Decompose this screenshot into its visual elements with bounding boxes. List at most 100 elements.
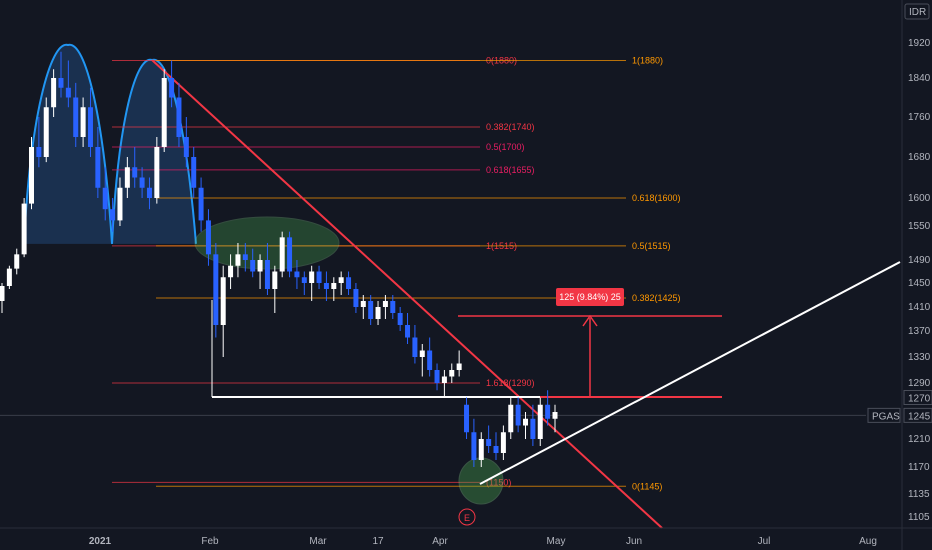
candle-body <box>294 271 300 278</box>
candle-body <box>530 418 536 439</box>
candle-body <box>471 432 477 460</box>
left-dome-outline <box>23 43 113 244</box>
candle-body <box>382 301 388 307</box>
fib-label-right: 1(1880) <box>632 56 663 66</box>
candle-body <box>405 325 411 338</box>
candle-body <box>427 350 433 370</box>
candle-body <box>545 404 551 419</box>
y-tick-label: 1490 <box>908 255 931 266</box>
fib-label-right: 0.382(1425) <box>632 293 681 303</box>
right-dome <box>112 59 196 244</box>
candle-body <box>441 376 447 383</box>
candle-body <box>228 265 234 278</box>
x-tick-label: 2021 <box>89 536 112 547</box>
fib-label-left: 1.618(1290) <box>486 378 535 388</box>
candle-body <box>323 283 329 289</box>
candle-body <box>515 404 521 426</box>
candle-body <box>301 277 307 283</box>
candle-body <box>146 187 152 198</box>
candle-body <box>368 301 374 319</box>
ticker-label: PGAS <box>872 411 900 422</box>
fib-label-left: 0.618(1655) <box>486 165 535 175</box>
y-tick-label: 1370 <box>908 326 931 337</box>
candle-body <box>51 78 57 108</box>
x-tick-label: May <box>547 536 566 547</box>
price-label-box <box>903 390 932 405</box>
candle-body <box>36 147 42 157</box>
currency-label: IDR <box>909 7 926 18</box>
earnings-marker <box>458 508 476 526</box>
candle-body <box>537 404 543 439</box>
candle-body <box>242 254 248 260</box>
candle-body <box>21 203 27 255</box>
candle-body <box>132 167 138 178</box>
x-tick-label: Aug <box>859 536 877 547</box>
candle-body <box>0 286 5 301</box>
candle-body <box>235 254 241 266</box>
fib-label-left: 0.382(1740) <box>486 122 535 132</box>
candle-body <box>449 370 455 377</box>
y-tick-label: 1680 <box>908 152 931 163</box>
candle-body <box>500 432 506 453</box>
x-tick-label: Jul <box>758 536 771 547</box>
currency-badge <box>904 3 930 20</box>
candle-body <box>205 220 211 255</box>
candle-body <box>478 439 484 460</box>
y-tick-label: 1840 <box>908 73 931 84</box>
candle-body <box>316 271 322 283</box>
y-tick-label: 1600 <box>908 193 931 204</box>
candle-body <box>456 363 462 370</box>
candle-body <box>508 404 514 433</box>
candle-body <box>375 307 381 319</box>
candle-body <box>287 237 293 272</box>
y-tick-label: 1450 <box>908 278 931 289</box>
y-tick-label: 1170 <box>908 462 930 473</box>
candle-body <box>43 107 49 157</box>
y-tick-label: 1330 <box>908 352 931 363</box>
candle-body <box>58 78 64 88</box>
candle-body <box>87 107 93 147</box>
earnings-label: E <box>464 513 470 523</box>
candle-body <box>264 260 270 289</box>
candle-body <box>176 97 182 137</box>
y-tick-label: 1210 <box>908 434 931 445</box>
candle-body <box>523 418 529 426</box>
y-tick-label: 1290 <box>908 378 931 389</box>
candle-body <box>80 107 86 137</box>
measure-arrow-head <box>582 314 598 327</box>
candle-body <box>28 147 34 204</box>
price-label: 1270 <box>908 394 931 405</box>
price-label-box <box>903 407 932 423</box>
candle-body <box>338 277 344 283</box>
candle-body <box>464 404 470 433</box>
candle-body <box>434 370 440 383</box>
candle-body <box>552 412 558 419</box>
candle-body <box>95 147 101 188</box>
fib-label-left: 0.5(1700) <box>486 142 525 152</box>
candle-body <box>102 187 108 210</box>
drawings: 0(1880)0.382(1740)0.5(1700)0.618(1655)1(… <box>23 43 901 529</box>
candle-body <box>493 446 499 453</box>
candle-body <box>279 237 285 272</box>
candle-body <box>124 167 130 188</box>
y-tick-label: 1410 <box>908 302 931 313</box>
candle-body <box>331 283 337 289</box>
measure-box <box>556 288 624 306</box>
descending-trendline <box>151 59 663 529</box>
candle-body <box>183 137 189 157</box>
candle-body <box>139 177 145 188</box>
fib-label-right: 0(1145) <box>632 481 662 491</box>
candle-body <box>272 271 278 289</box>
candle-body <box>154 147 160 198</box>
candle-body <box>257 260 263 272</box>
candle-body <box>397 313 403 325</box>
ticker-box <box>867 407 901 423</box>
x-tick-label: 17 <box>372 536 384 547</box>
y-tick-label: 1760 <box>908 112 931 123</box>
y-tick-label: 1135 <box>908 489 930 500</box>
candle-body <box>161 78 167 147</box>
candle-body <box>390 301 396 313</box>
measure-label: 125 (9.84%) 25 <box>559 292 621 302</box>
